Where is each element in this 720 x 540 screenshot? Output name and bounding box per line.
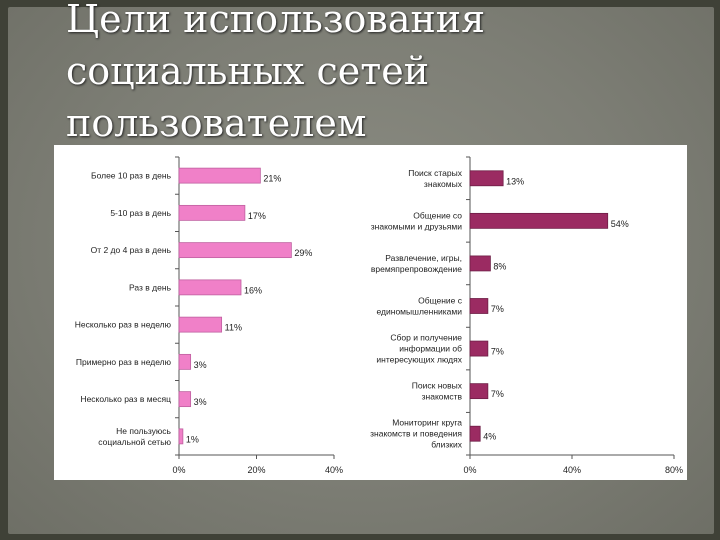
left-x-tick-label: 40% — [325, 465, 343, 475]
left-bar — [178, 279, 242, 296]
right-value-label: 4% — [483, 432, 496, 442]
slide-title: Цели использования социальных сетей поль… — [66, 0, 666, 149]
slide-title-line-2: социальных сетей — [66, 49, 430, 93]
slide-title-line-3: пользователем — [66, 101, 367, 145]
right-bar — [469, 255, 491, 272]
right-value-label: 7% — [491, 304, 504, 314]
left-category-label-line: Более 10 раз в день — [91, 171, 172, 181]
left-category-label: Несколько раз в неделю — [75, 320, 172, 330]
right-category-label-line: Поиск старых — [408, 168, 463, 178]
right-category-label-line: информации об — [399, 344, 462, 354]
left-category-label: 5-10 раз в день — [110, 208, 171, 218]
right-category-label-line: знакомств — [422, 392, 463, 402]
right-value-label: 7% — [491, 347, 504, 357]
right-bar — [469, 170, 504, 187]
right-x-tick-label: 0% — [463, 465, 476, 475]
right-category-label-line: Мониторинг круга — [392, 418, 462, 428]
right-bar — [469, 212, 609, 229]
right-bar — [469, 383, 489, 400]
charts-svg: 0% 20% 40% 21% Более 10 раз в день 17% 5-10 ра… — [75, 156, 683, 475]
left-category-label: Примерно раз в неделю — [76, 357, 172, 367]
left-bar — [178, 428, 184, 445]
left-bar — [178, 167, 261, 184]
left-value-label: 29% — [294, 248, 312, 258]
right-x-tick-label: 40% — [563, 465, 581, 475]
right-category-label: Поиск старых знакомых — [408, 168, 463, 189]
right-category-label: Поиск новых знакомств — [412, 381, 463, 402]
left-category-label: Более 10 раз в день — [91, 171, 172, 181]
right-category-label-line: знакомых — [424, 179, 463, 189]
left-bar — [178, 204, 246, 221]
left-value-label: 3% — [194, 397, 207, 407]
left-value-label: 16% — [244, 285, 262, 295]
left-category-label: Несколько раз в месяц — [80, 394, 171, 404]
left-bar — [178, 316, 223, 333]
left-bar — [178, 242, 292, 259]
left-category-label-line: 5-10 раз в день — [110, 208, 171, 218]
left-x-tick-label: 20% — [247, 465, 265, 475]
left-value-label: 1% — [186, 434, 199, 444]
right-x-tick-label: 80% — [665, 465, 683, 475]
left-category-label-line: Примерно раз в неделю — [76, 357, 172, 367]
right-category-label: Общение со знакомыми и друзьями — [371, 210, 463, 231]
right-category-label-line: интересующих людях — [376, 355, 462, 365]
left-category-label-line: социальной сетью — [98, 437, 171, 447]
right-value-label: 7% — [491, 389, 504, 399]
left-category-label: Не пользуюсь социальной сетью — [98, 426, 171, 447]
right-category-label-line: Развлечение, игры, — [385, 253, 462, 263]
right-category-label-line: Общение с — [418, 296, 463, 306]
chart-panel: 0% 20% 40% 21% Более 10 раз в день 17% 5-10 ра… — [54, 145, 687, 480]
right-category-label-line: знакомств и поведения — [370, 429, 462, 439]
left-category-label-line: Несколько раз в неделю — [75, 320, 172, 330]
left-bar — [178, 391, 192, 408]
left-category-label-line: Несколько раз в месяц — [80, 394, 171, 404]
left-category-label-line: Раз в день — [129, 282, 172, 292]
right-value-label: 13% — [506, 176, 524, 186]
left-category-label: От 2 до 4 раз в день — [91, 245, 172, 255]
right-bar — [469, 298, 489, 314]
left-value-label: 11% — [225, 323, 242, 333]
right-category-label-line: единомышленниками — [377, 307, 463, 317]
right-category-label: Общение с единомышленниками — [377, 296, 463, 317]
right-category-label: Развлечение, игры, времяпрепровождение — [371, 253, 462, 274]
right-category-label-line: времяпрепровождение — [371, 264, 462, 274]
right-value-label: 54% — [611, 219, 629, 229]
left-value-label: 3% — [194, 360, 207, 370]
right-category-label-line: знакомыми и друзьями — [371, 221, 462, 231]
right-value-label: 8% — [493, 261, 506, 271]
left-x-tick-label: 0% — [172, 465, 185, 475]
right-category-label-line: Поиск новых — [412, 381, 463, 391]
right-category-label-line: Общение со — [413, 210, 462, 220]
right-bar — [469, 425, 481, 442]
left-category-label-line: От 2 до 4 раз в день — [91, 245, 172, 255]
slide-title-line-1: Цели использования — [66, 0, 486, 41]
left-value-label: 21% — [263, 174, 281, 184]
right-bar — [469, 340, 489, 357]
right-category-label: Мониторинг круга знакомств и поведения бли… — [370, 418, 463, 450]
right-category-label: Сбор и получение информации об интересующи… — [376, 333, 462, 365]
left-category-label: Раз в день — [129, 282, 172, 292]
left-value-label: 17% — [248, 211, 266, 221]
left-bar — [178, 353, 192, 370]
left-category-label-line: Не пользуюсь — [116, 426, 171, 436]
right-category-label-line: близких — [431, 440, 463, 450]
right-category-label-line: Сбор и получение — [390, 333, 462, 343]
